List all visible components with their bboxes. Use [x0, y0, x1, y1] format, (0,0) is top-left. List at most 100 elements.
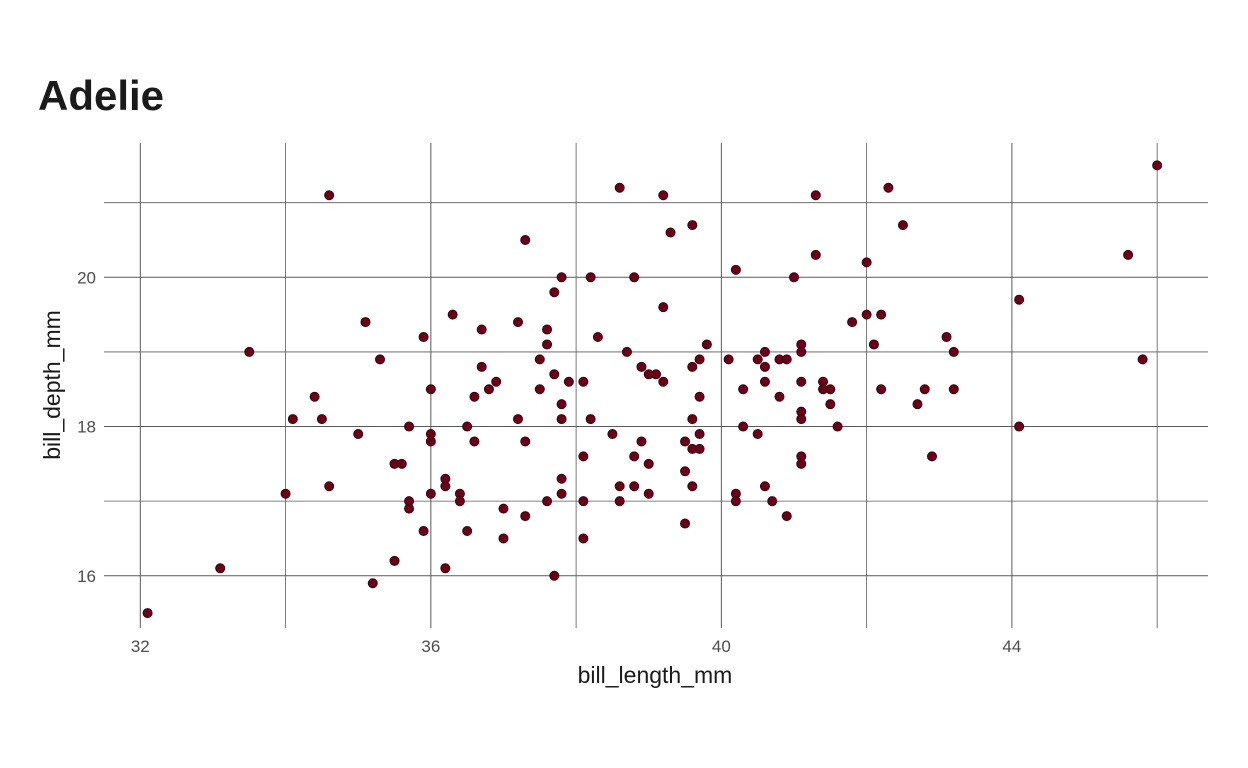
data-point: [476, 361, 487, 372]
data-point: [396, 458, 407, 469]
data-point: [643, 458, 654, 469]
data-point: [513, 414, 523, 425]
data-point: [578, 496, 589, 507]
data-point: [592, 332, 603, 342]
data-point: [643, 488, 654, 499]
data-point: [883, 182, 894, 193]
data-point: [389, 555, 400, 566]
data-point: [324, 190, 335, 201]
data-point: [556, 414, 567, 425]
data-point: [687, 481, 698, 492]
data-point: [680, 518, 691, 529]
data-point: [796, 376, 807, 387]
data-point: [324, 481, 335, 492]
data-point: [353, 429, 364, 439]
data-point: [447, 309, 458, 320]
data-point: [796, 458, 807, 469]
data-point: [1137, 354, 1148, 365]
data-point: [360, 317, 371, 328]
data-point: [563, 376, 574, 387]
data-point: [832, 421, 843, 432]
data-point: [498, 503, 509, 514]
data-point: [607, 429, 618, 439]
data-point: [629, 451, 640, 462]
data-point: [927, 451, 937, 462]
data-point: [680, 466, 691, 477]
data-point: [825, 384, 836, 395]
data-point: [418, 526, 429, 536]
data-point: [694, 354, 705, 365]
y-tick-label: 16: [77, 567, 96, 586]
data-point: [665, 227, 676, 238]
data-point: [287, 414, 298, 425]
y-tick-label: 18: [77, 418, 96, 437]
data-point: [658, 302, 669, 313]
data-point: [462, 421, 473, 432]
x-tick-label: 40: [712, 637, 731, 656]
data-point: [759, 361, 770, 372]
data-point: [542, 324, 553, 335]
data-point: [542, 496, 553, 507]
data-point: [520, 436, 531, 447]
data-point: [687, 414, 698, 425]
data-point: [578, 376, 589, 387]
data-point: [1014, 421, 1025, 432]
data-point: [861, 257, 872, 268]
data-point: [868, 339, 879, 350]
data-point: [404, 503, 415, 514]
data-point: [215, 563, 226, 574]
data-point: [534, 354, 545, 365]
data-point: [280, 488, 291, 499]
data-point: [375, 354, 385, 365]
data-point: [658, 376, 669, 387]
data-point: [629, 272, 640, 283]
data-point: [440, 563, 451, 574]
data-point: [948, 384, 959, 395]
data-point: [425, 384, 436, 395]
data-point: [556, 399, 567, 410]
y-tick-label: 20: [77, 268, 96, 287]
data-point: [730, 264, 741, 275]
data-point: [244, 346, 255, 357]
data-point: [738, 384, 749, 395]
data-point: [425, 436, 436, 447]
data-point: [948, 346, 959, 357]
y-axis-title: bill_depth_mm: [39, 310, 65, 460]
data-point: [142, 608, 153, 619]
data-point: [614, 496, 625, 507]
data-point: [454, 496, 465, 507]
data-point: [425, 488, 436, 499]
x-axis-title: bill_length_mm: [578, 662, 733, 688]
data-point: [636, 361, 647, 372]
data-point: [738, 421, 749, 432]
data-point: [658, 190, 669, 201]
data-point: [418, 332, 429, 342]
data-point: [680, 436, 691, 447]
data-point: [759, 376, 770, 387]
data-point: [549, 369, 560, 380]
data-point: [796, 346, 807, 357]
data-point: [585, 272, 596, 283]
data-point: [469, 436, 480, 447]
data-point: [578, 533, 589, 544]
data-point: [462, 526, 473, 536]
data-point: [941, 332, 952, 342]
data-point: [513, 317, 523, 328]
data-point: [876, 309, 887, 320]
data-point: [752, 429, 763, 439]
data-point: [774, 391, 785, 402]
x-tick-label: 32: [131, 637, 150, 656]
data-point: [810, 249, 821, 260]
data-point: [1123, 249, 1134, 260]
data-point: [752, 354, 763, 365]
data-point: [542, 339, 553, 350]
data-point: [876, 384, 887, 395]
data-point: [810, 190, 821, 201]
x-tick-label: 36: [421, 637, 440, 656]
data-point: [585, 414, 596, 425]
data-point: [498, 533, 509, 544]
data-point: [636, 436, 647, 447]
data-point: [621, 346, 632, 357]
data-point: [789, 272, 799, 283]
